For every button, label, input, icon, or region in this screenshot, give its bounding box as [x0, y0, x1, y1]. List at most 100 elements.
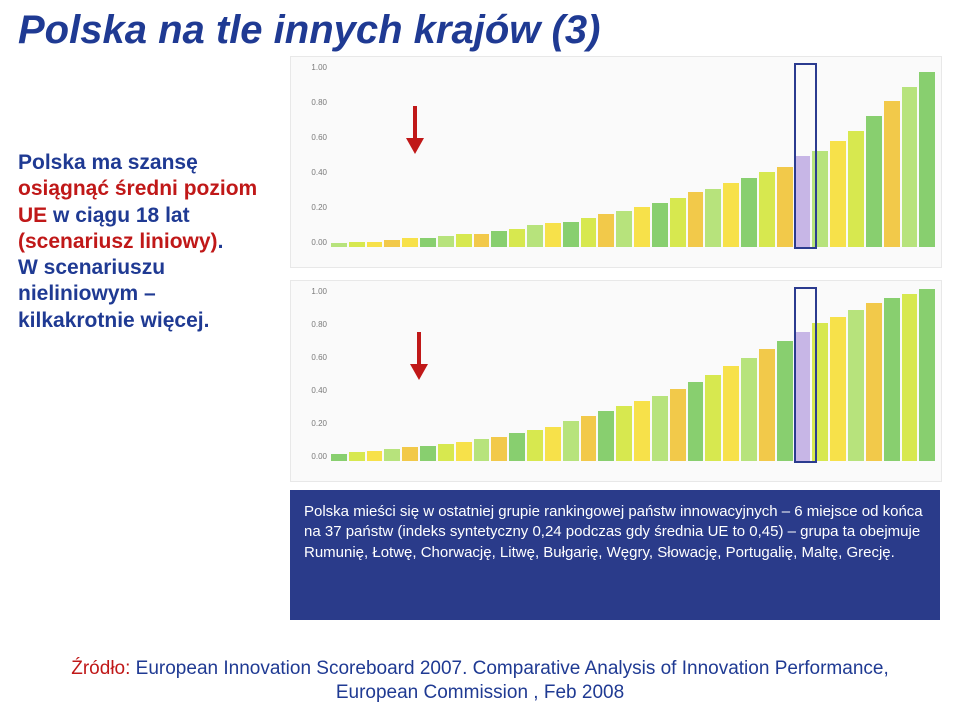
bar — [741, 358, 757, 461]
chart2-y-axis: 1.00 0.80 0.60 0.40 0.20 0.00 — [295, 287, 327, 461]
bar — [688, 382, 704, 461]
y-tick-label: 0.80 — [295, 98, 327, 107]
bar — [509, 433, 525, 461]
bar — [670, 198, 686, 247]
bar — [616, 211, 632, 247]
bar — [581, 416, 597, 461]
arrow-down-icon — [410, 332, 428, 382]
left-line-5: . — [218, 230, 224, 253]
chart-intellectual-property: 1.00 0.80 0.60 0.40 0.20 0.00 — [290, 56, 942, 268]
bar — [741, 178, 757, 247]
bar — [331, 454, 347, 461]
summary-callout: Polska mieści się w ostatniej grupie ran… — [290, 490, 940, 620]
bar — [402, 447, 418, 461]
bar — [812, 323, 828, 461]
bar — [866, 116, 882, 247]
left-line-1: Polska ma szansę — [18, 151, 198, 174]
bar — [367, 451, 383, 461]
bar — [919, 72, 935, 247]
y-tick-label: 0.40 — [295, 386, 327, 395]
bar — [812, 151, 828, 247]
bar — [830, 141, 846, 247]
arrow-down-icon — [406, 106, 424, 156]
bar — [884, 101, 900, 247]
bar — [705, 189, 721, 247]
bar — [902, 87, 918, 247]
bar — [884, 298, 900, 461]
bar — [634, 207, 650, 247]
bar — [527, 430, 543, 461]
bar — [795, 156, 811, 247]
y-tick-label: 1.00 — [295, 63, 327, 72]
bar — [581, 218, 597, 247]
y-tick-label: 0.00 — [295, 238, 327, 247]
left-line-4: (scenariusz liniowy) — [18, 230, 218, 253]
chart1-bars — [331, 65, 935, 247]
y-tick-label: 0.80 — [295, 320, 327, 329]
bar — [420, 446, 436, 461]
bar — [438, 444, 454, 461]
slide: Polska na tle innych krajów (3) Własność… — [0, 0, 960, 716]
bar — [545, 223, 561, 247]
left-text-block: Polska ma szansę osiągnąć średni poziom … — [18, 150, 273, 334]
bar — [456, 234, 472, 247]
bar — [598, 214, 614, 247]
bar — [902, 294, 918, 461]
y-tick-label: 0.60 — [295, 353, 327, 362]
bar — [723, 183, 739, 247]
bar — [456, 442, 472, 461]
bar — [848, 131, 864, 247]
y-tick-label: 0.60 — [295, 133, 327, 142]
bar — [563, 421, 579, 461]
source-text-2: European Commission , Feb 2008 — [336, 682, 624, 703]
bar — [349, 242, 365, 247]
bar — [919, 289, 935, 461]
bar — [384, 449, 400, 461]
bar — [705, 375, 721, 461]
bar — [367, 242, 383, 247]
bar — [616, 406, 632, 461]
bar — [563, 222, 579, 247]
bar — [384, 240, 400, 247]
bar — [795, 332, 811, 461]
left-line-6: W scenariuszu nieliniowym – kilkakrotnie… — [18, 256, 209, 332]
slide-title: Polska na tle innych krajów (3) — [18, 8, 600, 53]
bar — [830, 317, 846, 461]
bar — [723, 366, 739, 461]
bar — [688, 192, 704, 247]
bar — [349, 452, 365, 461]
bar — [652, 396, 668, 461]
left-line-3: w ciągu 18 lat — [53, 204, 190, 227]
y-tick-label: 0.20 — [295, 419, 327, 428]
source-label: Źródło: — [71, 658, 135, 679]
bar — [759, 349, 775, 461]
bar — [670, 389, 686, 461]
bar — [438, 236, 454, 247]
bar — [777, 341, 793, 461]
source-citation: Źródło: European Innovation Scoreboard 2… — [0, 657, 960, 706]
bar — [474, 234, 490, 247]
bar — [866, 303, 882, 461]
bar — [545, 427, 561, 461]
y-tick-label: 0.20 — [295, 203, 327, 212]
bar — [509, 229, 525, 247]
source-text-1: European Innovation Scoreboard 2007. Com… — [136, 658, 889, 679]
bar — [491, 437, 507, 461]
bar — [527, 225, 543, 247]
chart-innovation-entrepreneurship: 1.00 0.80 0.60 0.40 0.20 0.00 — [290, 280, 942, 482]
bar — [491, 231, 507, 247]
y-tick-label: 0.40 — [295, 168, 327, 177]
chart1-y-axis: 1.00 0.80 0.60 0.40 0.20 0.00 — [295, 63, 327, 247]
bar — [598, 411, 614, 461]
bar — [420, 238, 436, 247]
y-tick-label: 0.00 — [295, 452, 327, 461]
bar — [331, 243, 347, 247]
bar — [474, 439, 490, 461]
bar — [652, 203, 668, 247]
bar — [777, 167, 793, 247]
bar — [848, 310, 864, 461]
bar — [759, 172, 775, 247]
y-tick-label: 1.00 — [295, 287, 327, 296]
bar — [634, 401, 650, 461]
bar — [402, 238, 418, 247]
